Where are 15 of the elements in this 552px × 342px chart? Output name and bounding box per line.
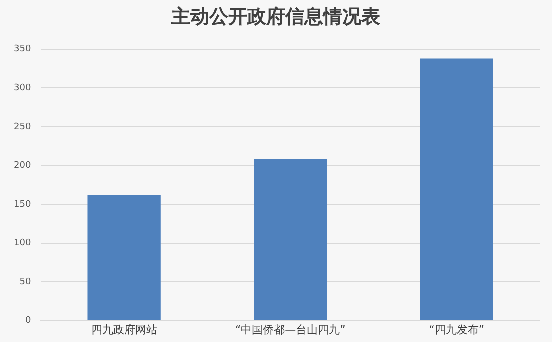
y-tick-label: 150 <box>14 200 32 210</box>
y-tick-label: 100 <box>14 238 32 249</box>
bar <box>88 195 161 320</box>
x-tick-label: “四九发布” <box>429 323 485 336</box>
y-tick-label: 250 <box>14 122 32 132</box>
y-tick-label: 350 <box>14 44 32 55</box>
y-tick-label: 200 <box>14 161 32 172</box>
bar <box>254 160 328 320</box>
y-tick-label: 50 <box>20 277 32 288</box>
chart-title: 主动公开政府信息情况表 <box>170 5 382 30</box>
y-tick-label: 300 <box>14 84 32 94</box>
x-tick-label: 四九政府网站 <box>91 323 158 336</box>
y-tick-label: 0 <box>25 316 32 326</box>
bar <box>420 58 494 320</box>
x-tick-label: “中国侨都—台山四九” <box>235 323 346 336</box>
